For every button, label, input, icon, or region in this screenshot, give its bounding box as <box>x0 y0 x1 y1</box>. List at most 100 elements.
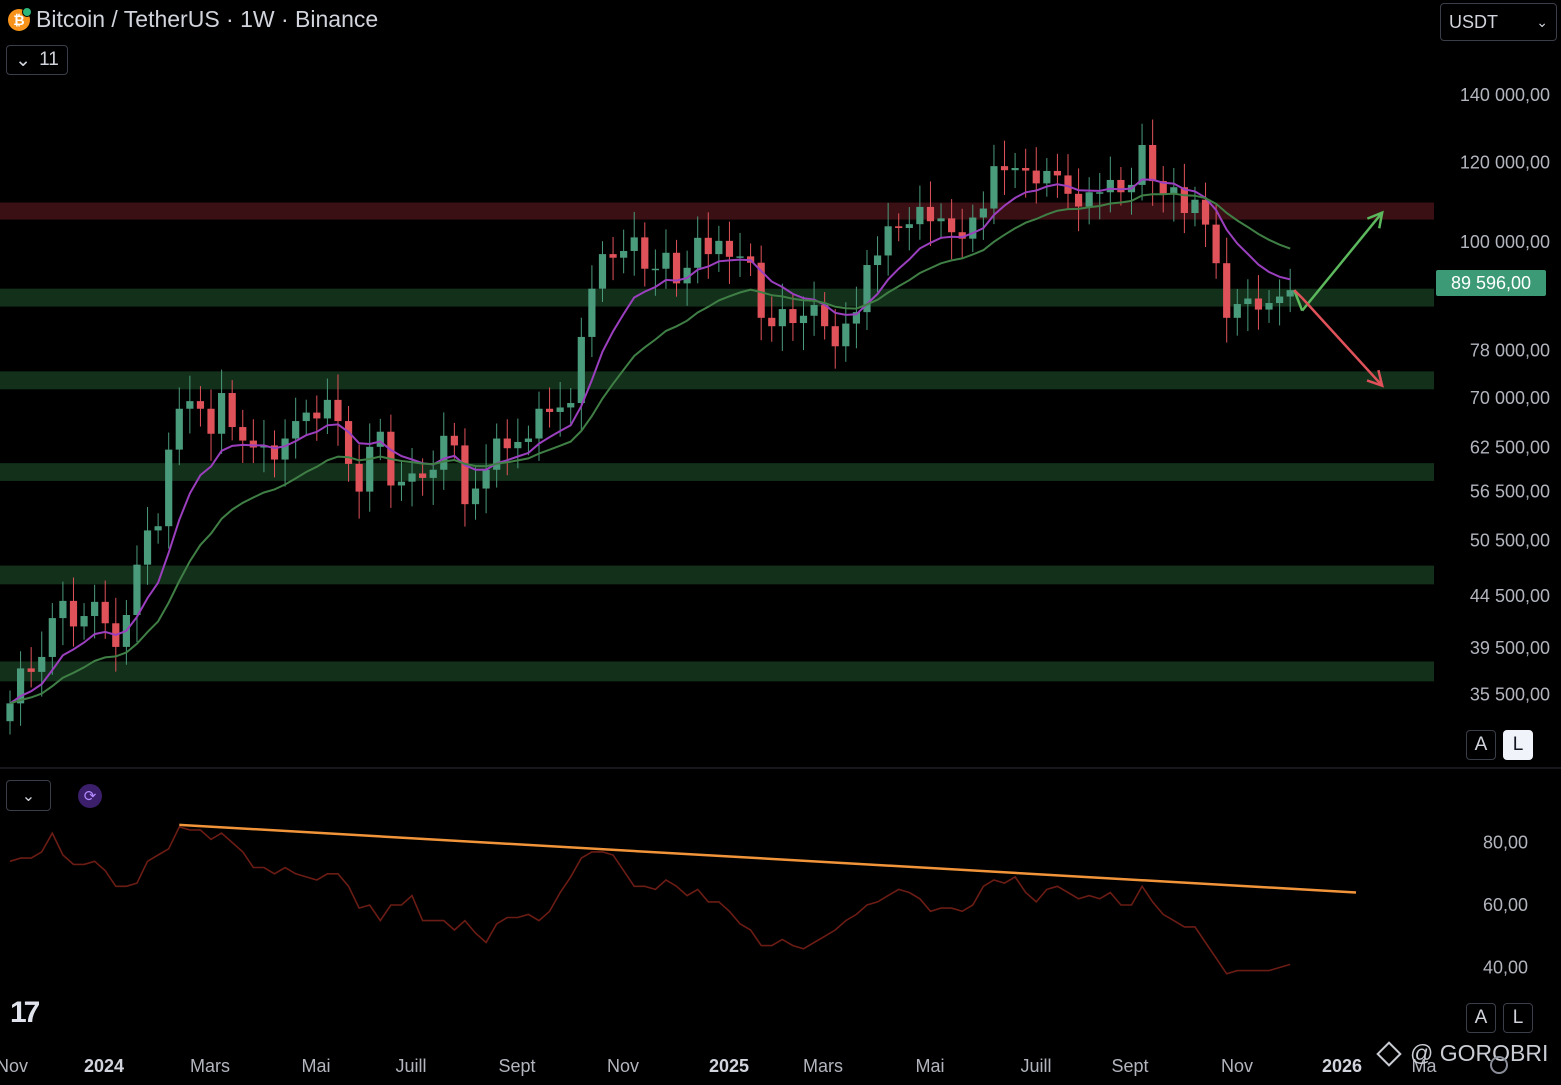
log-scale-button[interactable]: L <box>1503 730 1533 760</box>
candle-body <box>672 252 681 284</box>
candle-body <box>6 703 14 722</box>
time-tick-label: Nov <box>607 1056 639 1076</box>
candle-body <box>916 206 924 225</box>
candle-body <box>1212 224 1220 264</box>
price-tick-label: 62 500,00 <box>1470 438 1550 458</box>
chevron-down-icon: ⌄ <box>21 787 36 805</box>
time-tick-label: Sept <box>498 1056 535 1076</box>
candle-body <box>1201 199 1210 225</box>
scenario-down-arrow <box>1301 297 1384 387</box>
refresh-icon[interactable]: ⟳ <box>78 784 102 808</box>
candle-body <box>577 336 585 404</box>
price-tick-label: 44 500,00 <box>1470 586 1550 606</box>
rsi-tick-label: 80,00 <box>1483 833 1528 853</box>
candle-body <box>545 408 554 412</box>
candle-body <box>344 421 353 464</box>
candle-body <box>313 412 321 419</box>
chevron-down-icon: ⌄ <box>15 49 32 71</box>
rsi-pane <box>9 823 1357 975</box>
candle-body <box>567 403 575 408</box>
candle-body <box>461 445 469 505</box>
rsi-collapse-button[interactable]: ⌄ <box>6 780 51 811</box>
candle-body <box>16 668 25 704</box>
candle-body <box>1043 170 1051 184</box>
candle-body <box>768 317 776 327</box>
scenario-up-arrow <box>1301 211 1384 312</box>
symbol-title[interactable]: ₿ Bitcoin / TetherUS · 1W · Binance <box>8 6 378 33</box>
candle-body <box>482 469 490 489</box>
candle-body <box>1117 179 1125 193</box>
candle-body <box>59 600 67 619</box>
candle-body <box>1223 263 1231 318</box>
candle-body <box>471 488 480 505</box>
candle-body <box>186 401 194 409</box>
candle-body <box>27 668 35 672</box>
candle-body <box>969 217 977 239</box>
candle-body <box>1180 187 1188 214</box>
candle-body <box>651 268 659 271</box>
candle-body <box>48 618 56 657</box>
time-tick-label: Ma <box>1411 1056 1437 1076</box>
candle-body <box>165 449 173 527</box>
candle-body <box>958 232 966 239</box>
auto-scale-button[interactable]: A <box>1466 730 1496 760</box>
tradingview-logo-icon: 17 <box>10 996 40 1029</box>
indicators-toggle-button[interactable]: ⌄ 11 <box>6 45 68 75</box>
scenario-up-arrowhead <box>1366 210 1384 229</box>
candle-body <box>598 254 607 289</box>
rsi-auto-scale-button[interactable]: A <box>1466 1003 1496 1033</box>
candle-body <box>302 412 310 422</box>
time-tick-label: Mai <box>301 1056 330 1076</box>
candle-body <box>292 421 300 439</box>
last-price-badge: 89 596,00 <box>1436 270 1546 296</box>
candle-body <box>175 408 183 450</box>
settings-icon[interactable] <box>1490 1056 1508 1074</box>
candle-body <box>556 407 564 412</box>
candle-body <box>609 254 617 258</box>
candle-body <box>842 323 850 347</box>
candle-body <box>1233 304 1241 318</box>
candle-body <box>38 656 46 672</box>
price-tick-label: 120 000,00 <box>1460 152 1550 172</box>
candle-body <box>979 208 987 218</box>
candle-body <box>80 616 88 627</box>
candle-body <box>249 440 257 448</box>
price-tick-label: 50 500,00 <box>1470 531 1550 551</box>
candle-body <box>831 326 839 347</box>
candle-body <box>440 435 448 470</box>
candle-body <box>588 288 596 337</box>
candle-body <box>990 166 998 209</box>
candle-body <box>1053 170 1062 176</box>
candle-body <box>1022 167 1030 171</box>
price-tick-label: 70 000,00 <box>1470 388 1550 408</box>
candle-body <box>683 267 691 284</box>
candle-body <box>694 237 702 268</box>
candle-body <box>1149 145 1157 182</box>
candle-body <box>736 256 744 258</box>
candle-body <box>419 473 427 478</box>
rsi-line <box>9 825 1291 975</box>
time-tick-label: 2026 <box>1322 1056 1362 1076</box>
rsi-log-scale-button[interactable]: L <box>1503 1003 1533 1033</box>
watermark-text: @ GOROBRI <box>1410 1040 1549 1066</box>
time-tick-label: Mars <box>803 1056 843 1076</box>
time-tick-label: Nov <box>0 1056 28 1076</box>
candle-body <box>429 469 437 478</box>
candle-body <box>948 218 956 233</box>
candle-body <box>397 481 406 486</box>
price-tick-label: 100 000,00 <box>1460 232 1550 252</box>
chevron-down-icon: ⌄ <box>1536 13 1548 30</box>
candle-body <box>334 399 342 422</box>
candle-body <box>1064 175 1072 194</box>
candle-body <box>1138 145 1146 185</box>
candle-body <box>91 601 99 617</box>
support-zone <box>0 288 1434 307</box>
candle-body <box>1254 298 1263 310</box>
currency-select[interactable]: USDT ⌄ <box>1440 3 1557 41</box>
binance-logo-icon <box>1376 1040 1402 1067</box>
candle-body <box>662 252 670 269</box>
price-tick-label: 56 500,00 <box>1470 482 1550 502</box>
candle-body <box>1159 181 1167 195</box>
